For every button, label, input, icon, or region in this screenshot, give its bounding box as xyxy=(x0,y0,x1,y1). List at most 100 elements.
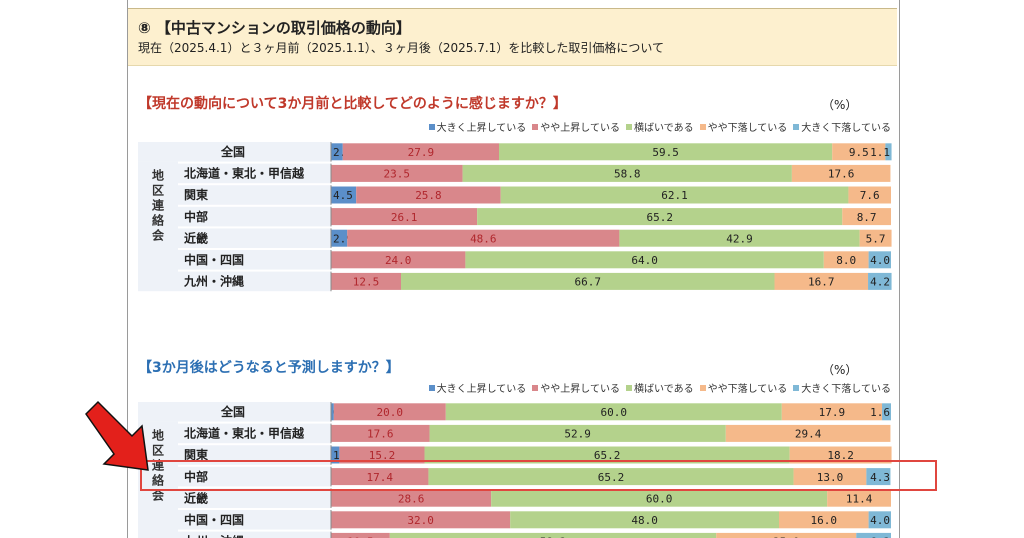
bar-segment xyxy=(331,446,340,464)
legend-item: 大きく上昇している xyxy=(428,119,526,134)
legend-swatch xyxy=(532,123,539,130)
bar-segment xyxy=(333,403,446,421)
bar-segment xyxy=(499,143,833,161)
legend-label: やや下落している xyxy=(707,123,788,134)
category-label-background xyxy=(178,185,331,205)
category-label: 北海道・東北・甲信越 xyxy=(184,426,305,441)
bar-segment xyxy=(331,143,343,161)
data-label: 48.0 xyxy=(631,514,658,527)
legend-label: 大きく上昇している xyxy=(436,384,527,395)
bar-segment xyxy=(331,272,401,290)
data-label: 4.0 xyxy=(870,254,890,267)
category-label-background xyxy=(178,488,331,508)
bar-segment xyxy=(356,186,501,204)
pointer-arrow-icon xyxy=(85,400,149,471)
category-label-background xyxy=(178,423,331,444)
legend-swatch xyxy=(532,384,539,391)
legend-label: やや下落している xyxy=(707,384,788,395)
bar-segment xyxy=(465,251,824,269)
chart-2-title: 【3か月後はどうなると予測しますか？】 xyxy=(138,360,400,376)
data-label: 11.4 xyxy=(846,492,873,505)
bar-segment xyxy=(491,489,828,507)
bar-segment xyxy=(331,511,511,529)
chart-1-title: 【現在の動向について3か月前と比較してどのように感じますか？】 xyxy=(138,96,567,112)
legend-swatch xyxy=(625,123,632,130)
data-label: 4.3 xyxy=(870,471,890,484)
bar-segment xyxy=(477,208,843,226)
data-label: 16.0 xyxy=(811,514,838,527)
data-label: 1.6 xyxy=(870,406,890,419)
chart-2: 地区連絡会全国0.520.060.017.91.6北海道・東北・甲信越17.65… xyxy=(138,402,892,538)
highlight-box xyxy=(140,460,937,491)
data-label: 15.2 xyxy=(369,449,396,462)
legend-item: 大きく下落している xyxy=(793,380,891,395)
category-label-background xyxy=(178,531,331,538)
chart-1-legend: 大きく上昇している やや上昇している 横ばいである やや下落している 大きく下落している xyxy=(336,119,891,134)
data-label: 27.9 xyxy=(408,146,435,159)
category-label: 九州・沖縄 xyxy=(183,274,244,289)
bar-segment xyxy=(428,468,794,486)
data-label: 65.2 xyxy=(646,211,673,224)
data-label: 10.5 xyxy=(347,536,374,538)
data-label: 58.8 xyxy=(614,168,641,181)
legend-swatch xyxy=(699,384,706,391)
category-label: 近畿 xyxy=(184,230,208,245)
chart-1: 地区連絡会全国2.127.959.59.51.1北海道・東北・甲信越23.558… xyxy=(138,142,892,292)
data-label: 65.2 xyxy=(598,471,625,484)
data-label: 28.6 xyxy=(398,492,425,505)
data-label: 24.0 xyxy=(385,254,412,267)
legend-swatch xyxy=(793,123,800,130)
bar-segment xyxy=(848,186,891,204)
data-label: 59.5 xyxy=(652,146,679,159)
legend-label: 大きく下落している xyxy=(801,384,891,395)
data-label: 17.6 xyxy=(828,168,855,181)
category-label: 中部 xyxy=(184,209,208,224)
data-label: 64.0 xyxy=(631,254,658,267)
bar-segment xyxy=(342,143,499,161)
chart-2-legend: 大きく上昇している やや上昇している 横ばいである やや下落している 大きく下落している xyxy=(336,380,891,395)
bar-segment xyxy=(791,164,891,182)
data-label: 17.9 xyxy=(819,406,846,419)
bar-segment xyxy=(424,446,790,464)
legend-item: 大きく上昇している xyxy=(428,380,527,395)
data-label: 17.6 xyxy=(367,428,394,441)
data-label: 52.9 xyxy=(564,428,591,441)
data-label: 60.0 xyxy=(601,406,628,419)
bar-segment xyxy=(885,143,892,161)
legend-label: 横ばいである xyxy=(633,384,694,395)
data-label: 4.0 xyxy=(870,514,890,527)
data-label: 4.2 xyxy=(870,276,890,289)
category-label-background xyxy=(178,250,331,270)
legend-label: 横ばいである xyxy=(633,123,694,134)
data-label: 42.9 xyxy=(726,232,753,245)
bar-segment xyxy=(389,532,717,538)
category-label: 全国 xyxy=(220,404,245,419)
category-label-background xyxy=(178,163,331,184)
legend-label: 大きく下落している xyxy=(801,123,891,134)
data-label: 20.0 xyxy=(377,406,404,419)
bar-segment xyxy=(832,143,886,161)
data-label: 1.1 xyxy=(870,146,890,159)
data-label: 8.0 xyxy=(836,254,856,267)
category-label-background xyxy=(178,445,331,465)
data-label: 17.4 xyxy=(366,471,393,484)
bar-segment xyxy=(882,403,891,421)
data-label: 6.2 xyxy=(870,536,890,538)
category-label-background xyxy=(178,466,331,487)
bar-segment xyxy=(856,532,891,538)
legend-swatch xyxy=(699,123,706,130)
bar-segment xyxy=(331,424,430,442)
legend-item: やや下落している xyxy=(699,380,788,395)
category-label: 九州・沖縄 xyxy=(183,534,244,538)
bar-segment xyxy=(401,272,775,290)
bar-segment xyxy=(429,424,726,442)
category-label: 北海道・東北・甲信越 xyxy=(184,166,305,181)
category-label: 近畿 xyxy=(184,490,208,505)
data-label: 5.7 xyxy=(866,232,886,245)
bar-segment xyxy=(716,532,857,538)
header-box: ⑧ 【中古マンションの取引価格の動向】 現在（2025.4.1）と３ヶ月前（20… xyxy=(128,8,897,66)
bar-segment xyxy=(331,229,348,247)
data-label: 26.1 xyxy=(391,211,418,224)
legend-item: やや上昇している xyxy=(532,380,620,395)
category-label: 関東 xyxy=(184,447,208,462)
